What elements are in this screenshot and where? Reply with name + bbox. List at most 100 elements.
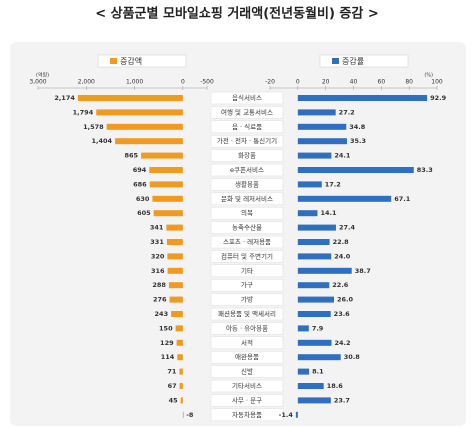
bar xyxy=(297,138,347,145)
category-box xyxy=(210,336,284,350)
bar xyxy=(152,195,183,202)
category-box xyxy=(210,350,284,364)
bar xyxy=(115,138,183,145)
value-label: 24.1 xyxy=(334,152,351,160)
bar xyxy=(297,282,330,289)
bar xyxy=(297,354,341,361)
value-label: 129 xyxy=(160,339,174,347)
category-box xyxy=(210,408,284,422)
category-label: e쿠폰서비스 xyxy=(230,165,264,174)
category-label: 기타서비스 xyxy=(232,381,262,390)
bar xyxy=(297,224,336,231)
category-box xyxy=(210,264,284,278)
bar xyxy=(297,123,347,130)
bar xyxy=(106,123,183,130)
bar xyxy=(297,397,331,404)
value-label: 67.1 xyxy=(394,195,411,203)
category-label: 가방 xyxy=(241,295,253,304)
category-label: 문화 및 레저서비스 xyxy=(221,194,273,203)
value-label: 71 xyxy=(167,368,177,376)
x-tick-label: 3,000 xyxy=(29,79,46,86)
value-label: 694 xyxy=(133,166,147,174)
value-label: 341 xyxy=(150,224,164,232)
value-label: 243 xyxy=(155,310,169,318)
value-label: 1,404 xyxy=(92,137,113,145)
value-label: 24.2 xyxy=(335,339,351,347)
value-label: 316 xyxy=(151,267,165,275)
bar xyxy=(179,368,183,375)
x-tick-label: 2,000 xyxy=(78,79,95,86)
bar xyxy=(297,239,330,245)
category-label: 스포츠 · 레저용품 xyxy=(223,237,271,246)
category-box xyxy=(210,221,284,234)
bar xyxy=(171,311,183,317)
bar xyxy=(167,253,183,260)
bar xyxy=(297,296,335,303)
unit-label: (억원) xyxy=(36,72,49,79)
panel-background xyxy=(10,42,466,426)
value-label: 22.6 xyxy=(332,281,349,289)
value-label: 34.8 xyxy=(349,123,366,131)
value-label: 288 xyxy=(152,281,166,289)
value-label: 630 xyxy=(136,195,150,203)
category-box xyxy=(210,278,284,292)
bar xyxy=(180,397,183,404)
value-label: 1,794 xyxy=(73,108,94,116)
x-tick-label: 1,000 xyxy=(126,79,143,86)
category-box xyxy=(210,106,284,119)
bar xyxy=(153,210,183,217)
category-box xyxy=(210,365,284,378)
value-label: 7.9 xyxy=(312,324,324,332)
value-label: 14.1 xyxy=(320,209,337,217)
category-box xyxy=(210,293,284,306)
legend-label: 증감률 xyxy=(342,56,364,66)
value-label: -8 xyxy=(186,411,194,419)
chart-title: < 상품군별 모바일쇼핑 거래액(전년동월비) 증감 > xyxy=(95,6,379,22)
category-box xyxy=(210,235,284,249)
value-label: 24.0 xyxy=(334,252,351,260)
legend-label: 증감액 xyxy=(120,56,142,66)
value-label: 30.8 xyxy=(344,353,361,361)
category-label: 가구 xyxy=(241,280,253,289)
bar xyxy=(297,311,331,317)
value-label: 23.7 xyxy=(334,396,350,404)
value-label: 331 xyxy=(150,238,164,246)
bar xyxy=(166,224,183,231)
value-label: 865 xyxy=(125,152,139,160)
unit-label: (%) xyxy=(424,73,433,79)
x-tick-label: 40 xyxy=(350,79,358,86)
category-box xyxy=(210,91,284,105)
bar xyxy=(77,95,183,101)
bar xyxy=(176,339,183,346)
value-label: 17.2 xyxy=(325,180,341,188)
bar xyxy=(297,253,332,260)
category-label: 여행 및 교통서비스 xyxy=(221,107,273,116)
category-box xyxy=(210,120,284,134)
value-label: 276 xyxy=(153,296,167,304)
category-label: 가전 · 전자 · 통신기기 xyxy=(217,136,277,145)
category-box xyxy=(210,250,284,263)
value-label: 150 xyxy=(159,324,173,332)
category-box xyxy=(210,149,284,162)
category-box xyxy=(210,379,284,393)
value-label: 67 xyxy=(168,382,177,390)
category-box xyxy=(210,163,284,177)
x-tick-label: -500 xyxy=(200,79,214,86)
bar xyxy=(297,368,310,375)
bar xyxy=(297,210,318,217)
legend-swatch xyxy=(332,58,339,64)
x-tick-label: 60 xyxy=(378,79,386,86)
value-label: 27.2 xyxy=(339,108,355,116)
bar xyxy=(297,325,309,332)
value-label: 8.1 xyxy=(312,368,324,376)
category-label: 기타 xyxy=(241,266,253,275)
value-label: 23.6 xyxy=(334,310,351,318)
value-label: 38.7 xyxy=(355,267,371,275)
bar xyxy=(149,167,183,173)
value-label: 83.3 xyxy=(417,166,433,174)
category-box xyxy=(210,307,284,321)
bar xyxy=(295,411,298,418)
value-label: 2,174 xyxy=(54,94,75,102)
